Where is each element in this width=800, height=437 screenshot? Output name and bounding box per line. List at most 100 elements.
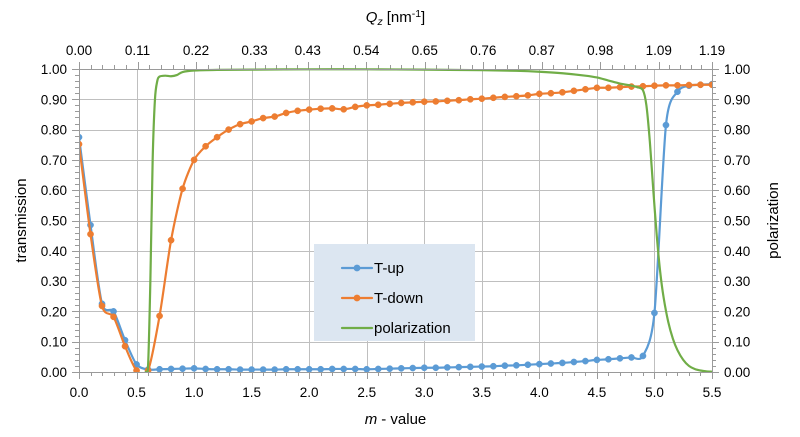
ytick-label-left: 0.20 <box>41 304 67 319</box>
data-point <box>639 352 647 360</box>
data-point <box>605 355 612 363</box>
xtick-label: 0.0 <box>70 385 89 400</box>
data-point <box>420 364 428 372</box>
data-series-layer <box>79 68 712 373</box>
ytick-label-left: 0.40 <box>41 244 67 259</box>
xtick-label: 3.0 <box>415 385 434 400</box>
data-point <box>443 364 451 371</box>
ytick-label-right: 0.70 <box>724 153 750 168</box>
data-point <box>271 366 278 373</box>
data-point <box>179 185 186 193</box>
data-point <box>248 366 255 373</box>
data-point <box>524 92 532 99</box>
qz-tick-label: 1.09 <box>646 43 672 58</box>
data-point <box>593 356 601 364</box>
data-point <box>190 365 198 372</box>
data-point <box>489 362 497 370</box>
data-point <box>536 360 543 368</box>
data-point <box>167 236 175 244</box>
qz-tick-label: 0.54 <box>353 43 380 58</box>
data-point <box>305 365 313 373</box>
data-point <box>628 354 635 361</box>
legend-item-polarization[interactable]: polarization <box>340 320 451 337</box>
qz-axis-title: Qz [nm-1] <box>366 8 425 28</box>
ytick-label-left: 0.30 <box>41 274 67 289</box>
data-point <box>489 94 497 102</box>
data-point <box>294 365 302 373</box>
ytick-label-left: 0.10 <box>41 335 67 350</box>
legend-label: polarization <box>374 320 451 337</box>
ytick-label-left: 0.50 <box>41 214 67 229</box>
data-point <box>582 85 589 93</box>
data-point <box>121 342 129 350</box>
data-point <box>570 358 578 366</box>
ytick-label-left: 1.00 <box>41 62 67 77</box>
data-point <box>374 365 382 373</box>
data-point <box>432 364 440 372</box>
axis-tick-labels: 0.0 0.5 1.0 1.5 2.0 2.5 3.0 3.5 4.0 4.5 5.0 5.50.00… <box>41 43 751 400</box>
xtick-label: 0.5 <box>127 385 146 400</box>
data-point <box>547 89 555 97</box>
data-point <box>651 309 658 317</box>
ytick-label-left: 0.90 <box>41 92 67 107</box>
ytick-label-left: 0.00 <box>41 365 67 380</box>
data-point <box>190 156 198 164</box>
xtick-label: 3.5 <box>472 385 491 400</box>
ticks-layer <box>72 62 719 379</box>
ytick-label-right: 0.30 <box>724 274 750 289</box>
xtick-label: 4.0 <box>530 385 549 400</box>
data-point <box>340 105 348 113</box>
plot-border <box>79 69 713 373</box>
qz-tick-label: 0.65 <box>412 43 438 58</box>
data-point <box>225 365 232 373</box>
data-point <box>282 109 290 117</box>
qz-tick-label: 1.19 <box>699 43 725 58</box>
legend-item-t-up[interactable]: T-up <box>340 260 404 277</box>
data-point <box>374 101 382 109</box>
data-point <box>685 81 693 89</box>
data-point <box>420 98 428 106</box>
qz-tick-label: 0.87 <box>529 43 555 58</box>
ytick-label-right: 0.50 <box>724 214 750 229</box>
data-point <box>674 88 681 96</box>
data-point <box>236 120 244 128</box>
data-point <box>271 113 278 120</box>
x-axis-title: m- value <box>365 411 427 428</box>
data-point <box>351 365 359 373</box>
data-point <box>236 366 244 373</box>
data-point <box>455 96 463 104</box>
data-point <box>674 82 681 89</box>
data-point <box>616 355 624 362</box>
data-point <box>156 312 163 320</box>
legend-label: T-up <box>374 260 404 277</box>
data-point <box>351 103 359 111</box>
data-point <box>501 362 509 369</box>
data-point <box>593 84 601 92</box>
data-point <box>110 313 117 321</box>
data-point <box>501 93 509 101</box>
ytick-label-right: 0.80 <box>724 123 750 138</box>
data-point <box>167 365 175 373</box>
data-point <box>328 105 336 112</box>
data-point <box>582 357 589 365</box>
axis-titles: m- value Qz [nm-1] transmission polarization <box>13 8 782 428</box>
data-point <box>443 97 451 105</box>
data-point <box>662 121 670 129</box>
xtick-label: 2.0 <box>300 385 319 400</box>
data-point <box>513 361 520 369</box>
data-point <box>397 99 405 107</box>
legend-item-t-down[interactable]: T-down <box>340 290 423 307</box>
data-point <box>466 363 474 371</box>
data-point <box>466 95 474 103</box>
data-point <box>259 366 267 373</box>
chart-legend[interactable]: T-up T-down polarization <box>314 244 475 341</box>
data-point <box>363 365 371 373</box>
ytick-label-right: 0.90 <box>724 92 750 107</box>
xtick-label: 5.5 <box>703 385 722 400</box>
data-point <box>386 100 394 108</box>
data-point <box>559 359 566 367</box>
data-point <box>605 84 612 92</box>
ytick-label-right: 0.40 <box>724 244 750 259</box>
